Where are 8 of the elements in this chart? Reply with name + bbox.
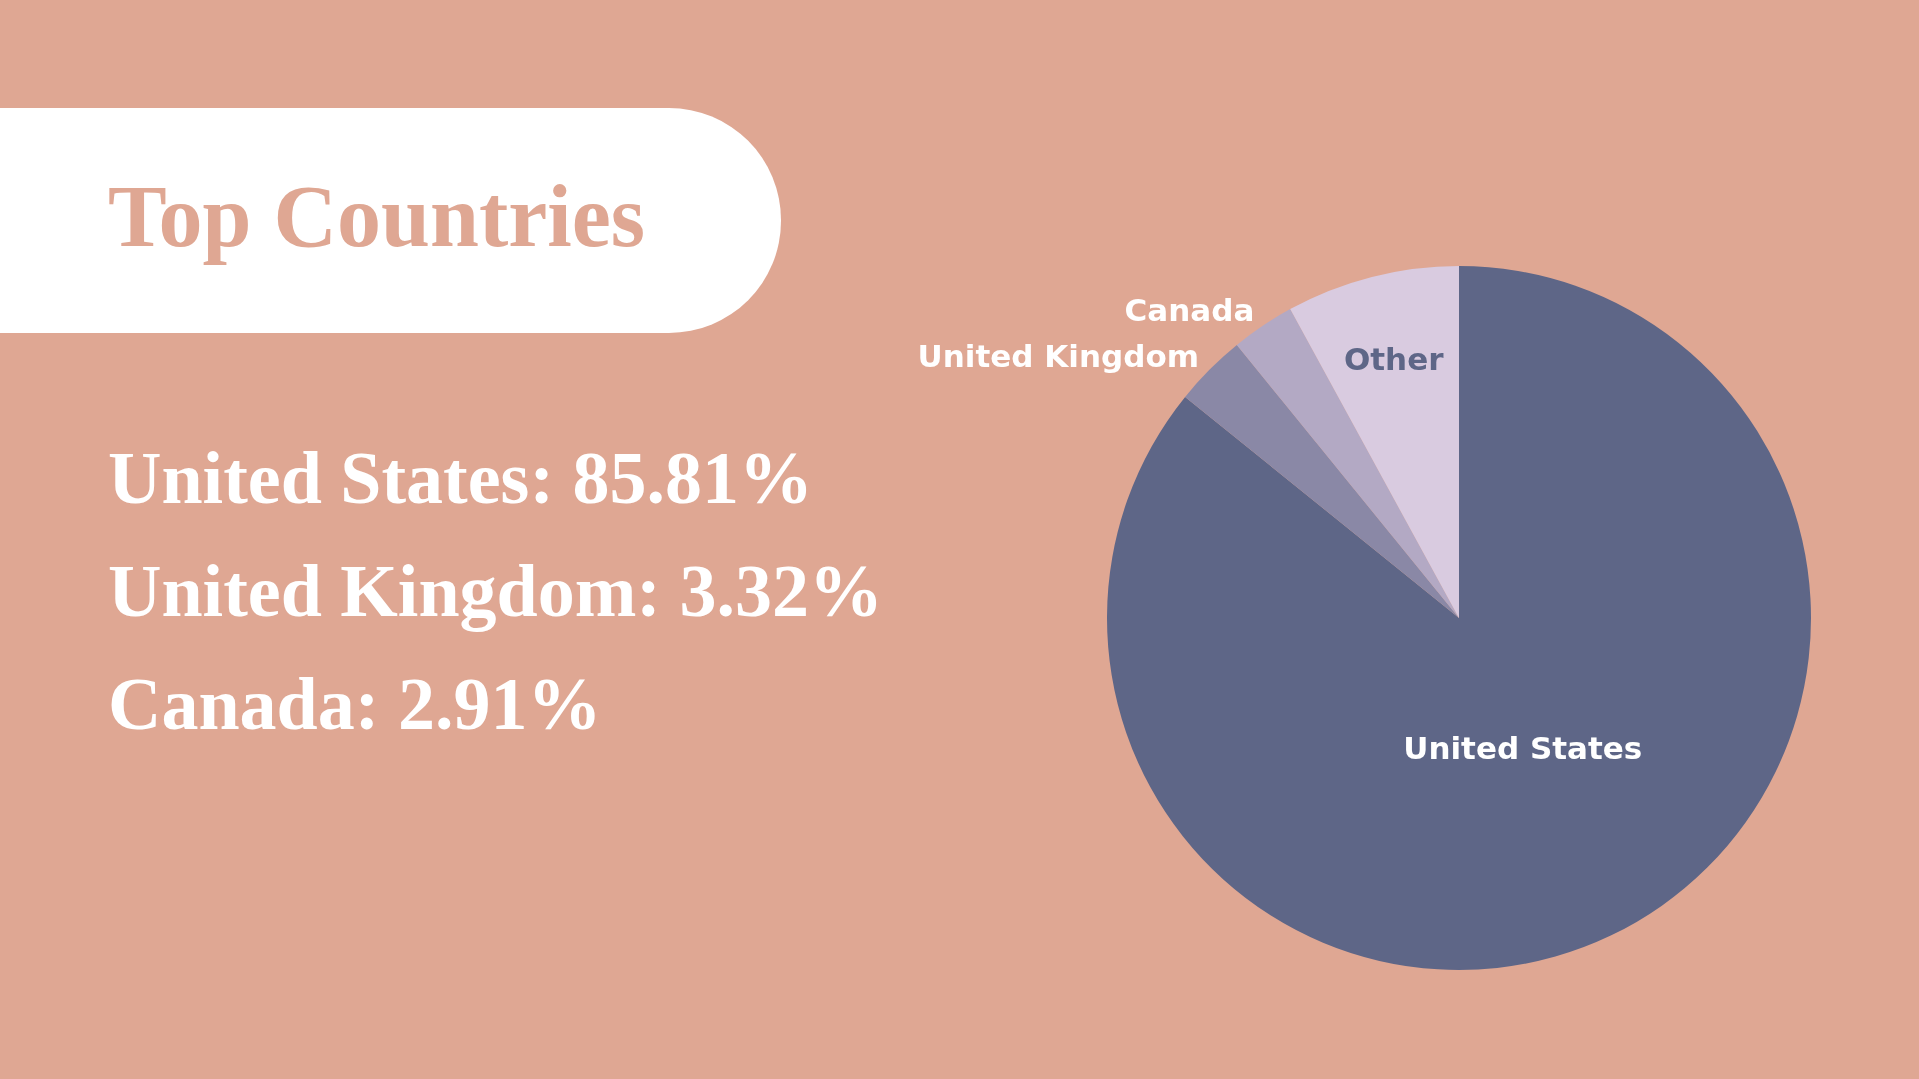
text: Canada: 2.91% <box>108 662 602 747</box>
text: United Kingdom: 3.32% <box>108 549 884 634</box>
slice-label: United Kingdom <box>917 338 1199 375</box>
text: United States: 85.81% <box>108 436 814 521</box>
chart-title: Top Countries <box>108 167 646 267</box>
slice-label: Other <box>1343 341 1445 378</box>
slice-label: United States <box>1403 730 1643 767</box>
slice-label: Canada <box>1124 292 1255 329</box>
